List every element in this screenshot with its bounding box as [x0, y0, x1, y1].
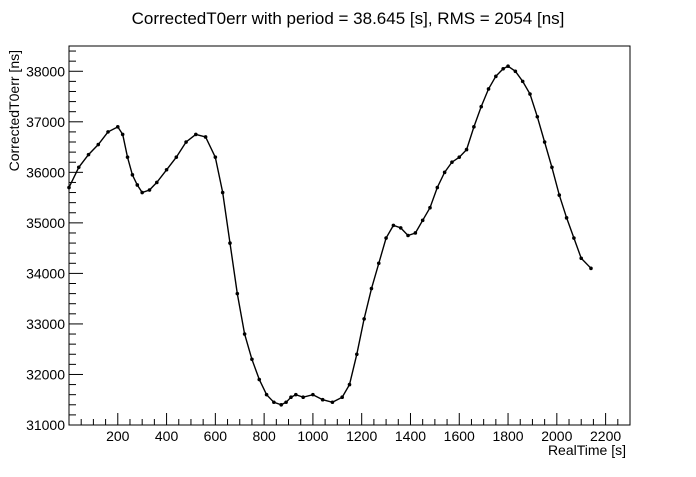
data-point: [340, 395, 344, 400]
data-point: [472, 125, 476, 129]
x-axis: 200 400 600 800 1000 1200 1400 1600 1800 2000 2200: [80, 413, 631, 444]
data-point: [535, 114, 540, 119]
data-point: [362, 317, 366, 321]
data-point: [120, 132, 125, 137]
data-point: [550, 165, 554, 170]
data-point: [250, 357, 254, 362]
data-point: [320, 397, 325, 402]
data-point: [220, 190, 225, 195]
plot-frame: [68, 45, 631, 426]
data-point: [391, 223, 396, 228]
data-point: [228, 241, 232, 245]
data-point: [164, 168, 169, 172]
data-point: [579, 256, 584, 261]
y-tick-label: 36000: [26, 164, 65, 180]
data-point: [294, 392, 298, 397]
data-point: [398, 226, 403, 230]
data-point: [457, 155, 462, 159]
data-point: [115, 125, 120, 129]
series-layer: [67, 64, 593, 407]
data-point: [284, 400, 288, 405]
x-tick-label: 400: [155, 428, 179, 444]
data-point: [330, 400, 335, 405]
y-tick-label: 33000: [26, 316, 65, 332]
data-point: [311, 392, 315, 397]
data-point: [213, 155, 218, 159]
y-tick-label: 31000: [26, 417, 65, 433]
data-point: [257, 377, 262, 382]
data-point: [542, 140, 547, 144]
data-point: [86, 152, 91, 157]
data-point: [428, 205, 432, 210]
data-point: [174, 155, 179, 159]
data-point: [140, 190, 144, 195]
x-tick-label: 600: [204, 428, 228, 444]
data-point: [413, 231, 418, 235]
series-line: [68, 65, 592, 406]
x-tick-label: 800: [252, 428, 276, 444]
x-tick-label: 1000: [297, 428, 328, 444]
data-point: [264, 392, 269, 397]
data-point: [184, 140, 188, 144]
data-point: [520, 79, 525, 84]
chart-title: CorrectedT0err with period = 38.645 [s],…: [132, 9, 565, 28]
data-point: [272, 400, 276, 405]
data-point: [125, 155, 130, 159]
data-point: [589, 266, 593, 271]
data-point: [147, 188, 152, 192]
data-point: [479, 104, 484, 109]
y-tick-label: 32000: [26, 366, 65, 382]
y-tick-label: 38000: [26, 63, 65, 79]
y-tick-label: 37000: [26, 114, 65, 130]
x-tick-label: 200: [106, 428, 130, 444]
data-point: [528, 92, 532, 96]
data-point: [301, 395, 305, 400]
data-point: [506, 64, 510, 69]
data-point: [289, 395, 293, 400]
data-point: [384, 236, 388, 240]
data-point: [564, 216, 569, 220]
data-point: [442, 170, 447, 175]
x-tick-label: 2000: [541, 428, 572, 444]
data-point: [450, 160, 454, 165]
x-tick-label: 1600: [444, 428, 475, 444]
data-point: [420, 218, 425, 223]
data-point: [235, 291, 240, 296]
data-point: [557, 193, 562, 197]
data-point: [242, 332, 247, 336]
data-point: [347, 382, 352, 387]
data-point: [76, 165, 81, 170]
data-point: [130, 173, 135, 177]
y-tick-label: 35000: [26, 215, 65, 231]
x-tick-label: 1400: [395, 428, 426, 444]
data-point: [67, 185, 71, 190]
data-point: [376, 261, 381, 266]
x-tick-label: 2200: [590, 428, 621, 444]
data-point: [494, 74, 498, 79]
x-tick-label: 1800: [492, 428, 523, 444]
data-point: [513, 69, 518, 74]
data-point: [194, 132, 198, 137]
y-axis-label: CorrectedT0err [ns]: [6, 50, 22, 171]
data-point: [435, 185, 440, 190]
data-point: [96, 142, 101, 147]
data-point: [355, 352, 359, 357]
x-tick-label: 1200: [346, 428, 377, 444]
data-point: [203, 135, 208, 139]
data-point: [155, 180, 159, 185]
data-point: [279, 402, 284, 407]
data-point: [572, 236, 576, 240]
data-point: [369, 286, 374, 291]
data-point: [135, 183, 140, 187]
data-point: [501, 66, 505, 71]
data-point: [106, 130, 110, 134]
data-point: [406, 233, 410, 238]
data-point: [464, 147, 469, 152]
x-axis-label: RealTime [s]: [548, 442, 626, 458]
data-point: [486, 87, 491, 91]
y-axis: 31000 32000 33000 34000 35000 36000 37000 38000: [26, 50, 83, 433]
y-tick-label: 34000: [26, 265, 65, 281]
